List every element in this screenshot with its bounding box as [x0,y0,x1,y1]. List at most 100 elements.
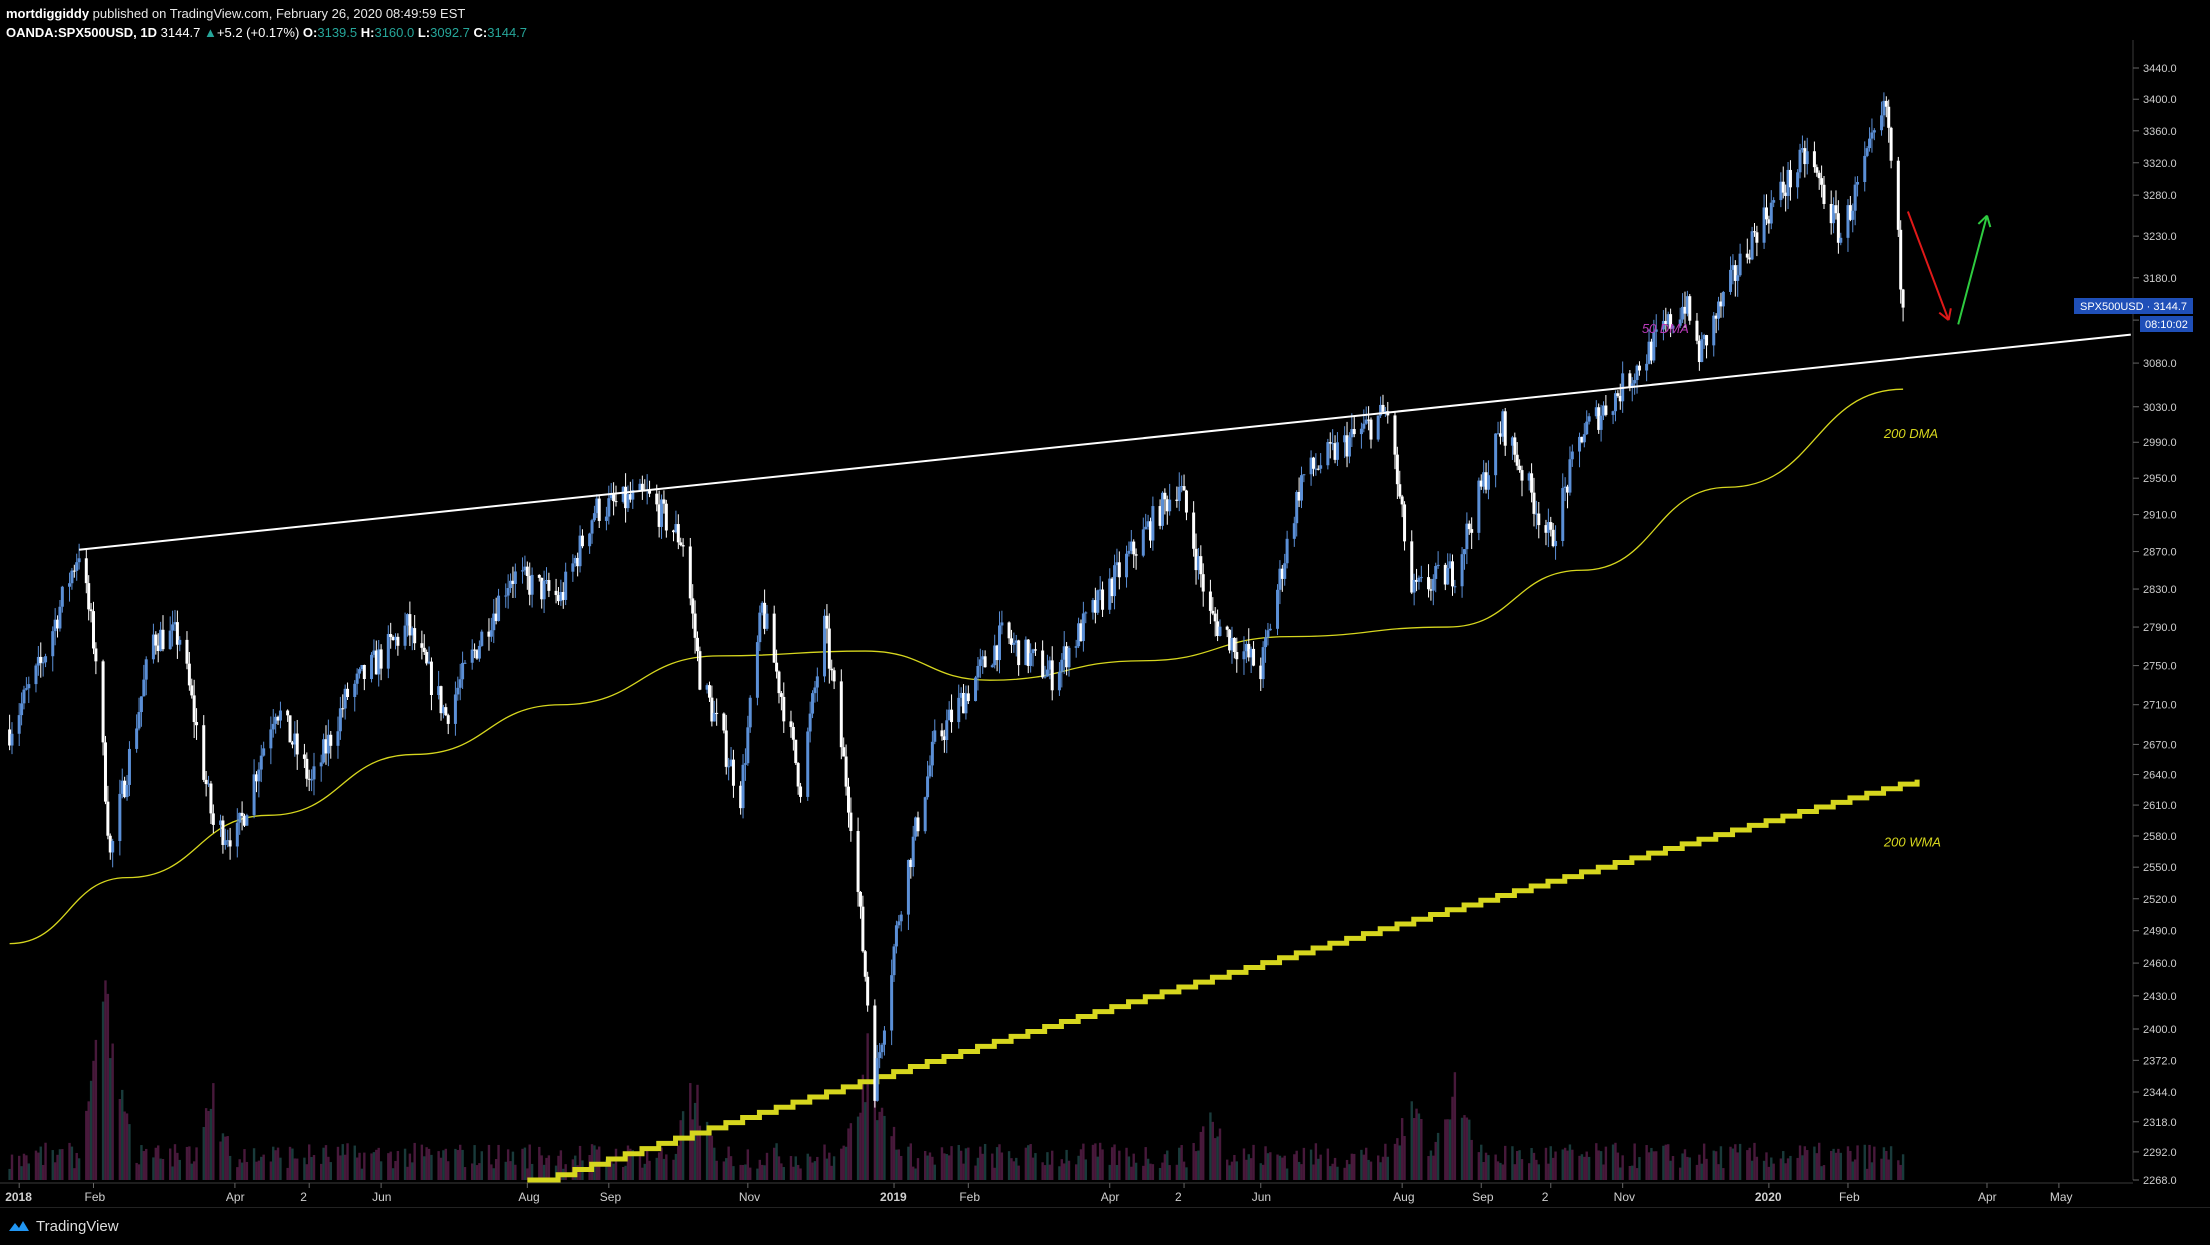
candle-body [1218,626,1222,636]
volume-bar [1161,1162,1164,1180]
projection-arrows[interactable] [1906,211,1992,325]
volume-bar [475,1165,479,1180]
candle-body [775,662,779,672]
candle-body [1057,671,1061,691]
candle-body [1633,380,1637,384]
tradingview-brand[interactable]: TradingView [8,1218,119,1235]
volume-bar [1096,1156,1099,1180]
candle-body [1834,205,1838,214]
candle-body [1345,435,1349,457]
candle-body [372,650,376,655]
volume-bar [145,1148,148,1180]
volume-bar [1897,1160,1900,1180]
symbol-label[interactable]: OANDA:SPX500USD, 1D [6,25,157,40]
candle-body [1333,443,1337,460]
time-axis[interactable]: 2018 Feb Apr 2 Jun Aug Sep Nov 2019 Feb Apr 2 Jun Aug… [0,1182,2133,1204]
volume-bar [236,1167,239,1180]
candle-body [1750,231,1754,260]
candle-body [1587,416,1591,422]
volume-bar [849,1123,853,1180]
volume-bar [204,1108,208,1180]
candle-body [1026,639,1030,666]
volume-bar [1082,1143,1085,1180]
volume-bar [511,1151,515,1180]
candle-body [588,533,592,547]
candle-body [1702,335,1706,340]
candle-body [1889,127,1893,161]
volume-bar [528,1144,531,1180]
volume-bar [542,1164,546,1180]
volume-bar [1410,1101,1413,1180]
volume-bar [159,1158,162,1180]
volume-bar [192,1161,196,1180]
trendline[interactable] [79,333,2131,551]
candle-body [880,1044,884,1053]
volume-bar [423,1156,426,1180]
candle-body [1352,429,1356,435]
volume-bar [792,1166,795,1180]
volume-bar [171,1166,174,1180]
candle-body [1803,148,1807,165]
low-value: 3092.7 [430,25,470,40]
volume-bar [1046,1152,1049,1180]
candle-body [17,715,21,734]
candle-body [8,729,12,746]
volume-bar [1149,1163,1152,1180]
candle-body [806,731,810,797]
candle-body [470,649,474,663]
volume-bar [176,1152,179,1180]
volume-bar [1803,1146,1807,1180]
candle-body [441,707,445,714]
candle-body [319,762,323,767]
candle-body [53,619,57,632]
volume-bar [408,1153,412,1180]
volume-bar [1448,1119,1452,1180]
candle-body [473,649,477,651]
volume-bar [1185,1167,1188,1180]
candle-body [710,697,714,722]
volume-bar [722,1161,726,1180]
time-tick-label: 2 [300,1190,307,1204]
volume-bar [681,1111,685,1180]
price-tick-label: 3400.0 [2143,94,2177,106]
price-tag-box [2074,298,2193,314]
candle-body [259,755,263,770]
price-axis[interactable]: 2268.0 2292.0 2318.0 2344.0 2372.0 2400.0 2430… [2132,40,2177,1187]
volume-bar [1209,1112,1212,1180]
volume-bar [73,1168,76,1180]
publish-text: published on TradingView.com, February 2… [89,6,466,21]
volume-bar [1060,1159,1064,1180]
volume-bar [135,1162,138,1180]
candle-body [1769,202,1773,224]
volume-bar [1748,1147,1751,1180]
price-tick-label: 3360.0 [2143,126,2177,138]
author-name[interactable]: mortdiggiddy [6,6,90,21]
candle-body [1645,363,1649,371]
arrow-head [1977,214,1988,225]
candle-body [1376,415,1380,440]
volume-bar [813,1161,817,1180]
volume-bar [391,1168,395,1180]
volume-bar [403,1148,407,1180]
candle-body [377,649,381,675]
candle-body [271,723,275,730]
candle-body [494,613,498,622]
candle-body [789,721,793,727]
price-tick-label: 2344.0 [2143,1087,2177,1099]
candle-body [1311,457,1315,469]
candle-body [487,631,491,637]
volume-bar [444,1148,448,1180]
volume-bar [1583,1156,1586,1180]
volume-bar [1029,1144,1032,1180]
volume-bar [832,1156,836,1180]
candle-body [302,754,306,759]
candle-body [461,662,465,680]
candle-body [156,645,160,652]
candle-body [103,742,107,802]
volume-bar [1252,1144,1255,1180]
candle-body [866,976,870,1006]
volume-bar [94,1039,98,1180]
candle-body [240,812,244,816]
volume-bar [61,1149,64,1180]
